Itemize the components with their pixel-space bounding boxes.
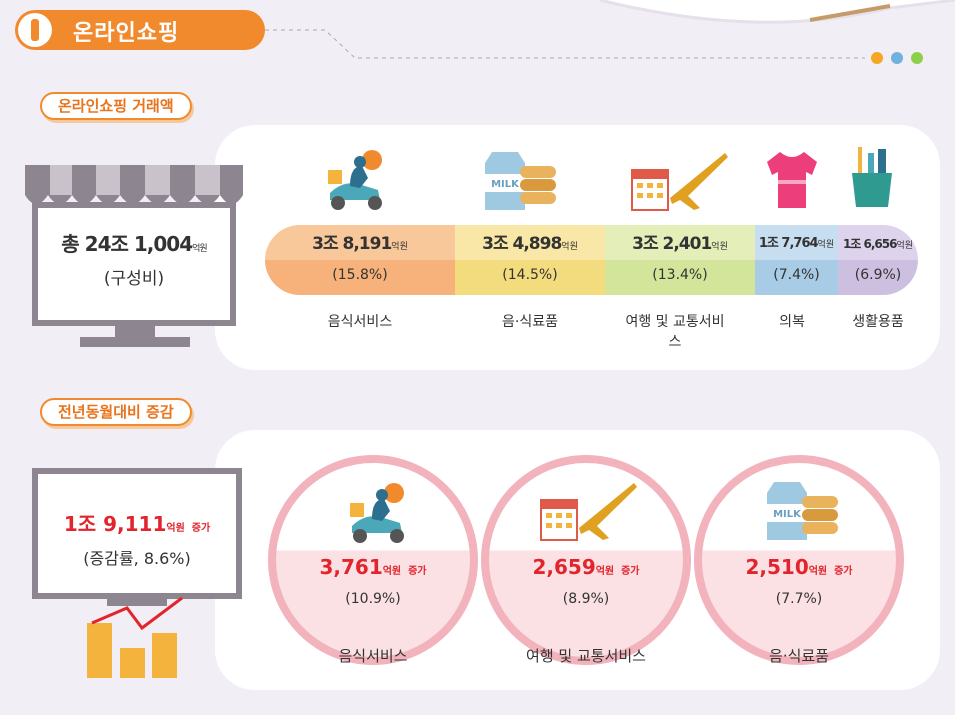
percent: (14.5%) (502, 267, 558, 283)
travel-icon (631, 153, 728, 211)
segment: 3조 8,191억원 (15.8%) (265, 225, 455, 295)
amount-value: 2,510 (745, 555, 809, 579)
amount: 2,510억원 증가 (702, 555, 896, 579)
unit: 억원 (896, 241, 914, 251)
unit: 억원 (711, 242, 728, 252)
segment: 1조 7,764억원 (7.4%) (755, 225, 838, 295)
section-label: 온라인쇼핑 거래액 (40, 92, 192, 120)
circle: MILK 2,510억원 증가 (7.7%) (694, 455, 904, 665)
suffix: 증가 (408, 566, 427, 577)
header-title: 온라인쇼핑 (73, 21, 180, 46)
amount: 3조 4,898억원 (455, 225, 605, 260)
amount-value: 3조 2,401 (632, 234, 712, 254)
amount: 1조 7,764억원 (755, 225, 838, 260)
unit: 억원 (817, 240, 835, 250)
amount: 3조 8,191억원 (265, 225, 455, 260)
percent: (15.8%) (332, 267, 388, 283)
unit: 억원 (192, 244, 208, 254)
percent: (13.4%) (652, 267, 708, 283)
category-name: 음·식료품 (769, 647, 829, 665)
travel-icon (540, 483, 637, 541)
unit: 억원 (391, 242, 408, 252)
segment: 3조 2,401억원 (13.4%) (605, 225, 755, 295)
total-note: (구성비) (103, 269, 165, 289)
unit: 억원 (382, 566, 402, 577)
cup-icon (852, 147, 892, 207)
shop-icon (25, 165, 243, 347)
shirt-icon (767, 152, 817, 208)
amount-value: 3,761 (319, 555, 383, 579)
amount: 3,761억원 증가 (276, 555, 470, 579)
amount-value: 1조 7,764 (758, 236, 819, 251)
scooter-icon (350, 483, 404, 543)
amount-value: 3조 4,898 (482, 234, 562, 254)
unit: 억원 (166, 523, 185, 534)
amount-value: 3조 8,191 (312, 234, 392, 254)
amount-value: 2,659 (532, 555, 596, 579)
category-name: 의복 (779, 314, 805, 330)
total-rate: (증감률, 8.6%) (83, 549, 191, 568)
milk-icon: MILK (767, 482, 838, 540)
category-name: 여행 및 교통서비스 (625, 314, 725, 350)
category-name: 음식서비스 (327, 314, 393, 330)
total-amount: 총 24조 1,004억원 (40, 228, 228, 257)
category-name: 음식서비스 (338, 647, 408, 665)
suffix: 증가 (621, 566, 640, 577)
header-icon (18, 13, 52, 47)
percent: (10.9%) (345, 591, 401, 607)
circle: 3,761억원 증가 (10.9%) (268, 455, 478, 665)
segment: 3조 4,898억원 (14.5%) (455, 225, 605, 295)
circle: 2,659억원 증가 (8.9%) (481, 455, 691, 665)
header-line (265, 29, 923, 64)
amount: 3조 2,401억원 (605, 225, 755, 260)
amount: 2,659억원 증가 (489, 555, 683, 579)
percent: (7.7%) (775, 591, 823, 607)
amount-value: 1조 6,656 (842, 237, 898, 251)
scooter-icon (328, 150, 382, 210)
percent: (7.4%) (773, 267, 820, 283)
suffix: 증가 (834, 566, 853, 577)
unit: 억원 (808, 566, 828, 577)
percent: (6.9%) (854, 267, 902, 283)
segment: 1조 6,656억원 (6.9%) (838, 225, 918, 295)
category-name: 생활용품 (852, 314, 904, 330)
monitor-icon (32, 468, 242, 678)
unit: 억원 (595, 566, 615, 577)
section-label: 전년동월대비 증감 (40, 398, 192, 426)
decoration (599, 0, 955, 24)
icon-text: MILK (773, 509, 802, 520)
total-value: 24조 1,004 (84, 232, 193, 256)
header-bar: 온라인쇼핑 (15, 10, 265, 50)
total-amount: 1조 9,111억원 증가 (35, 508, 239, 537)
category-name: 음·식료품 (502, 314, 558, 330)
percent: (8.9%) (562, 591, 610, 607)
milk-icon: MILK (485, 152, 556, 210)
icon-text: MILK (491, 179, 520, 190)
unit: 억원 (561, 242, 578, 252)
suffix: 증가 (191, 523, 211, 534)
amount: 1조 6,656억원 (838, 225, 918, 260)
total-prefix: 총 (61, 232, 79, 256)
category-name: 여행 및 교통서비스 (526, 647, 646, 665)
total-value: 1조 9,111 (63, 512, 167, 536)
